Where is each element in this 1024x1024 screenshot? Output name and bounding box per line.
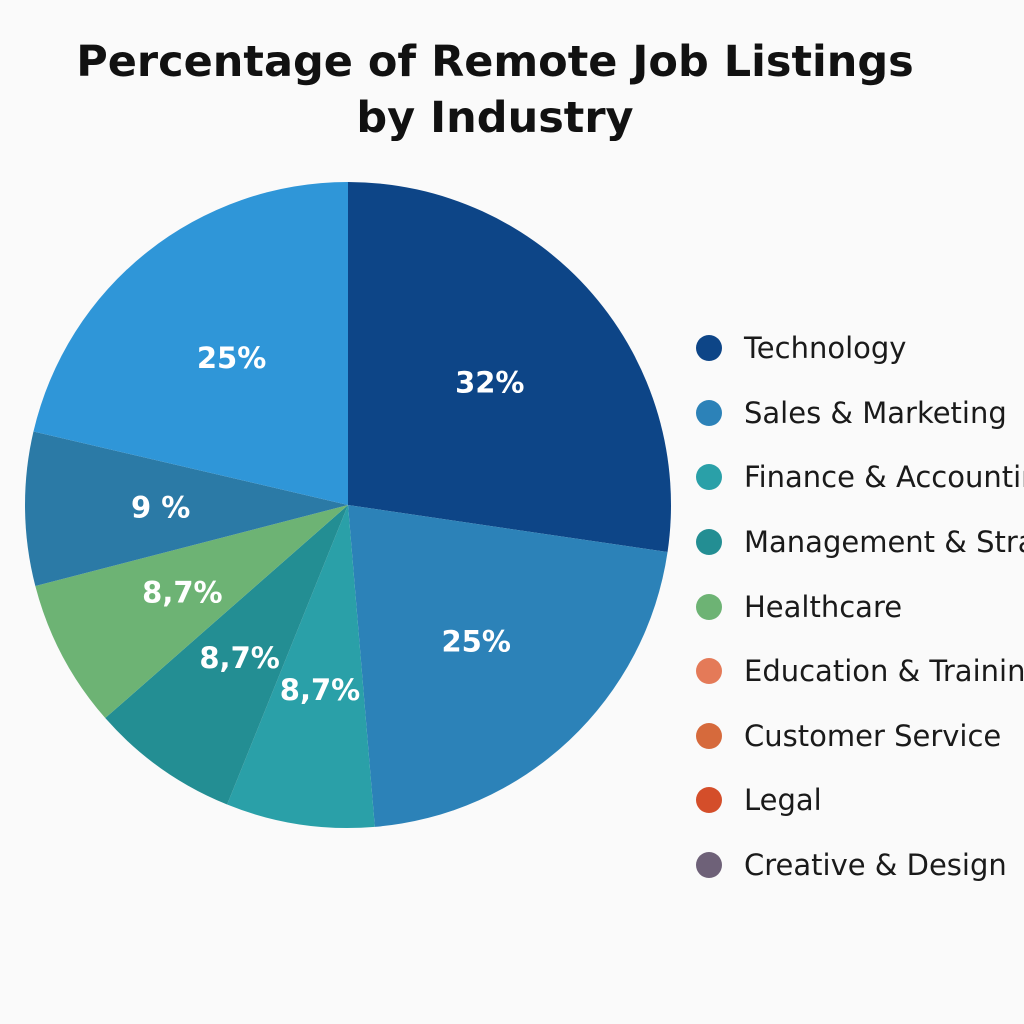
pie-slice-7 [33,182,349,505]
legend-item-1: Technology [696,316,1024,381]
pie-slice-2 [348,505,668,827]
chart-title: Percentage of Remote Job Listings by Ind… [0,34,990,146]
pie-slice-5 [35,505,348,719]
pie-slice-label-1: 32% [455,366,524,400]
legend-swatch-icon [696,399,722,426]
legend-item-2: Sales & Marketing [696,381,1024,446]
pie-slice-label-5: 8,7% [142,576,222,610]
chart-legend: Technology Sales & Marketing Finance & Acc… [696,316,1024,897]
legend-item-7: Customer Service [696,704,1024,769]
pie-slice-label-7: 25% [197,341,266,375]
legend-item-8: Legal [696,768,1024,833]
pie-slice-6 [25,431,349,587]
legend-label: Healthcare [744,589,903,624]
legend-swatch-icon [696,464,722,491]
legend-swatch-icon [696,852,722,879]
pie-slice-label-6: 9 % [131,490,190,524]
legend-swatch-icon [696,787,722,814]
pie-slice-label-4: 8,7% [199,641,279,675]
chart-title-line-2: by Industry [356,93,634,143]
legend-swatch-icon [696,722,722,749]
pie-slice-4 [105,505,349,805]
pie-labels: 32%25%8,7%8,7%8,7%9 %25% [131,341,524,707]
legend-label: Sales & Marketing [744,395,1007,430]
legend-item-5: Healthcare [696,574,1024,639]
legend-label: Legal [744,783,822,818]
pie-slice-1 [348,182,671,553]
legend-swatch-icon [696,658,722,685]
pie-slice-label-3: 8,7% [280,673,360,707]
legend-label: Customer Service [744,718,1002,753]
legend-label: Management & Strategy [744,525,1024,560]
legend-item-4: Management & Strategy [696,510,1024,575]
legend-label: Technology [744,331,907,366]
pie-slice-label-2: 25% [441,625,510,659]
legend-item-9: Creative & Design [696,833,1024,898]
legend-item-6: Education & Training [696,639,1024,704]
legend-label: Creative & Design [744,848,1007,883]
pie-slices [25,182,671,828]
pie-slice-3 [227,505,375,828]
legend-swatch-icon [696,529,722,556]
legend-label: Finance & Accounting [744,460,1024,495]
chart-title-line-1: Percentage of Remote Job Listings [76,37,914,87]
legend-swatch-icon [696,335,722,362]
legend-label: Education & Training [744,654,1024,689]
legend-item-3: Finance & Accounting [696,445,1024,510]
legend-swatch-icon [696,593,722,620]
